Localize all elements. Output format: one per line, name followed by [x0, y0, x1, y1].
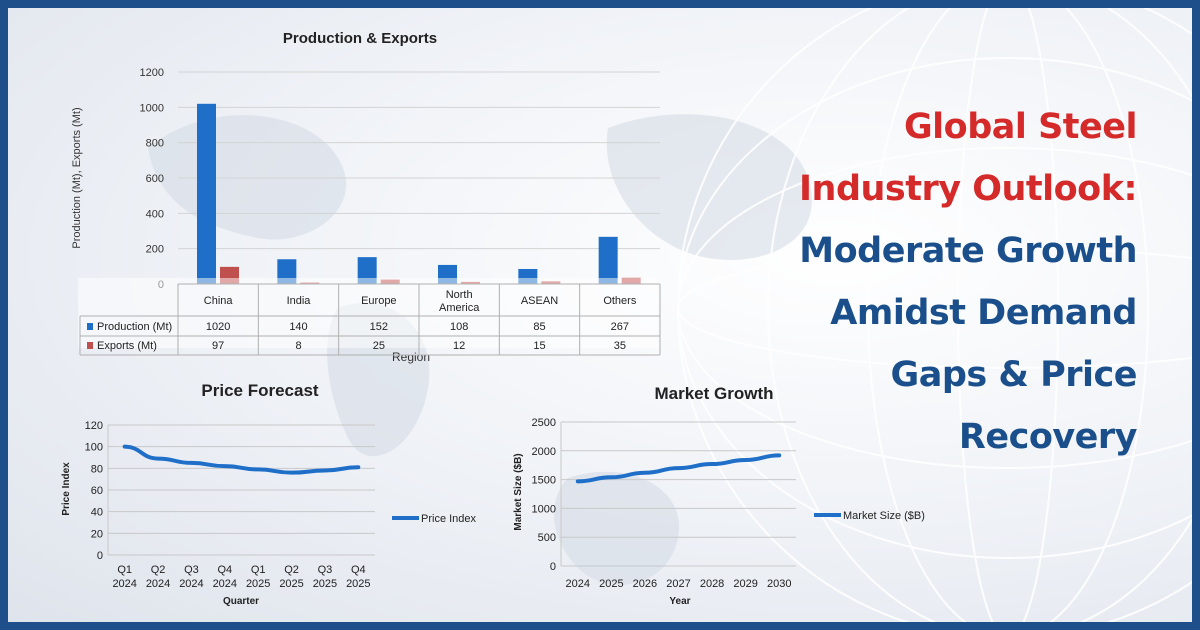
c3-xtick-label: 2030	[767, 578, 791, 590]
chart2-title: Price Forecast	[201, 381, 319, 400]
chart3-title: Market Growth	[654, 384, 773, 403]
chart1-ytick-label: 600	[146, 173, 164, 185]
chart2-legend-label: Price Index	[421, 513, 477, 525]
table-value: 8	[295, 340, 301, 352]
market-growth-chart: Market Growth Market Size ($B) Year 0 500…	[513, 384, 925, 607]
c2-xtick-label: 2024	[112, 578, 136, 590]
category-label: Others	[603, 295, 637, 307]
table-value: 1020	[206, 321, 230, 333]
legend-swatch	[87, 342, 93, 349]
c2-ytick-label: 20	[91, 528, 103, 540]
series-label: Exports (Mt)	[97, 340, 157, 352]
chart1-ylabel: Production (Mt), Exports (Mt)	[71, 107, 83, 248]
c2-xtick-label: 2025	[313, 578, 337, 590]
c2-xtick-label: 2025	[246, 578, 270, 590]
c3-ytick-label: 1000	[532, 503, 556, 515]
c2-ytick-label: 60	[91, 485, 103, 497]
table-value: 12	[453, 340, 465, 352]
category-label: America	[439, 302, 480, 314]
c2-xtick-label: 2024	[213, 578, 237, 590]
headline-line-2: Industry Outlook:	[799, 169, 1138, 209]
c2-ytick-label: 40	[91, 507, 103, 519]
c2-xtick-label: Q2	[151, 564, 166, 576]
c2-xtick-label: Q3	[318, 564, 333, 576]
c2-xtick-label: Q3	[184, 564, 199, 576]
c2-ytick-label: 0	[97, 550, 103, 562]
category-label: India	[287, 295, 312, 307]
chart2-ylabel: Price Index	[61, 462, 72, 516]
production-bar	[197, 103, 216, 284]
c2-xtick-label: Q4	[351, 564, 366, 576]
chart2-xlabel: Quarter	[223, 596, 259, 607]
headline-line-4: Amidst Demand	[830, 293, 1137, 333]
headline: Global Steel Industry Outlook: Moderate …	[707, 96, 1138, 468]
c3-xtick-label: 2024	[566, 578, 590, 590]
c2-series-line	[122, 444, 361, 475]
table-value: 85	[533, 321, 545, 333]
c2-xtick-label: 2024	[179, 578, 203, 590]
headline-line-5: Gaps & Price	[890, 355, 1137, 395]
c3-ytick-label: 1500	[532, 475, 556, 487]
production-exports-chart: Production & Exports Production (Mt), Ex…	[71, 30, 661, 364]
category-label: Europe	[361, 295, 396, 307]
chart3-ylabel: Market Size ($B)	[513, 453, 524, 530]
category-label: China	[204, 295, 234, 307]
chart3-legend-label: Market Size ($B)	[843, 510, 925, 522]
production-bar	[598, 236, 618, 284]
c3-ytick-label: 2500	[532, 417, 556, 429]
c2-xtick-label: Q1	[251, 564, 266, 576]
price-forecast-chart: Price Forecast Price Index Quarter 0 20 40…	[61, 381, 477, 607]
chart3-xlabel: Year	[669, 596, 690, 607]
series-label: Production (Mt)	[97, 321, 172, 333]
table-value: 15	[533, 340, 545, 352]
chart1-title: Production & Exports	[283, 30, 437, 47]
legend-swatch	[87, 323, 93, 330]
headline-line-1: Global Steel	[903, 107, 1138, 147]
headline-line-3: Moderate Growth	[799, 231, 1137, 271]
c3-xtick-label: 2029	[733, 578, 757, 590]
c2-xtick-label: Q2	[284, 564, 299, 576]
c3-xtick-label: 2028	[700, 578, 724, 590]
c3-xtick-label: 2025	[599, 578, 623, 590]
c2-xtick-label: 2024	[146, 578, 170, 590]
chart1-ytick-label: 200	[146, 244, 164, 256]
charts-canvas: Production & Exports Production (Mt), Ex…	[61, 30, 925, 607]
c2-ytick-label: 120	[85, 420, 103, 432]
c2-xtick-label: 2025	[279, 578, 303, 590]
category-label: ASEAN	[521, 295, 558, 307]
chart1-ytick-label: 800	[146, 138, 164, 150]
category-label: North	[446, 289, 473, 301]
table-value: 25	[373, 340, 385, 352]
production-bar	[357, 257, 377, 284]
table-value: 267	[611, 321, 629, 333]
table-value: 108	[450, 321, 468, 333]
table-value: 140	[289, 321, 307, 333]
c3-xtick-label: 2026	[633, 578, 657, 590]
c3-xtick-label: 2027	[666, 578, 690, 590]
headline-line-6: Recovery	[958, 417, 1138, 457]
c3-ytick-label: 500	[538, 532, 556, 544]
c3-ytick-label: 0	[550, 561, 556, 573]
c2-xtick-label: Q4	[217, 564, 232, 576]
table-value: 152	[370, 321, 388, 333]
table-value: 35	[614, 340, 626, 352]
chart1-ytick-label: 1200	[140, 67, 164, 79]
c2-ytick-label: 100	[85, 442, 103, 454]
table-value: 97	[212, 340, 224, 352]
chart1-ytick-label: 400	[146, 208, 164, 220]
production-bar	[277, 259, 297, 284]
chart1-xlabel: Region	[392, 350, 430, 364]
c3-ytick-label: 2000	[532, 446, 556, 458]
chart1-ytick-label: 1000	[140, 102, 164, 114]
c2-ytick-label: 80	[91, 463, 103, 475]
c2-xtick-label: 2025	[346, 578, 370, 590]
c2-xtick-label: Q1	[117, 564, 132, 576]
